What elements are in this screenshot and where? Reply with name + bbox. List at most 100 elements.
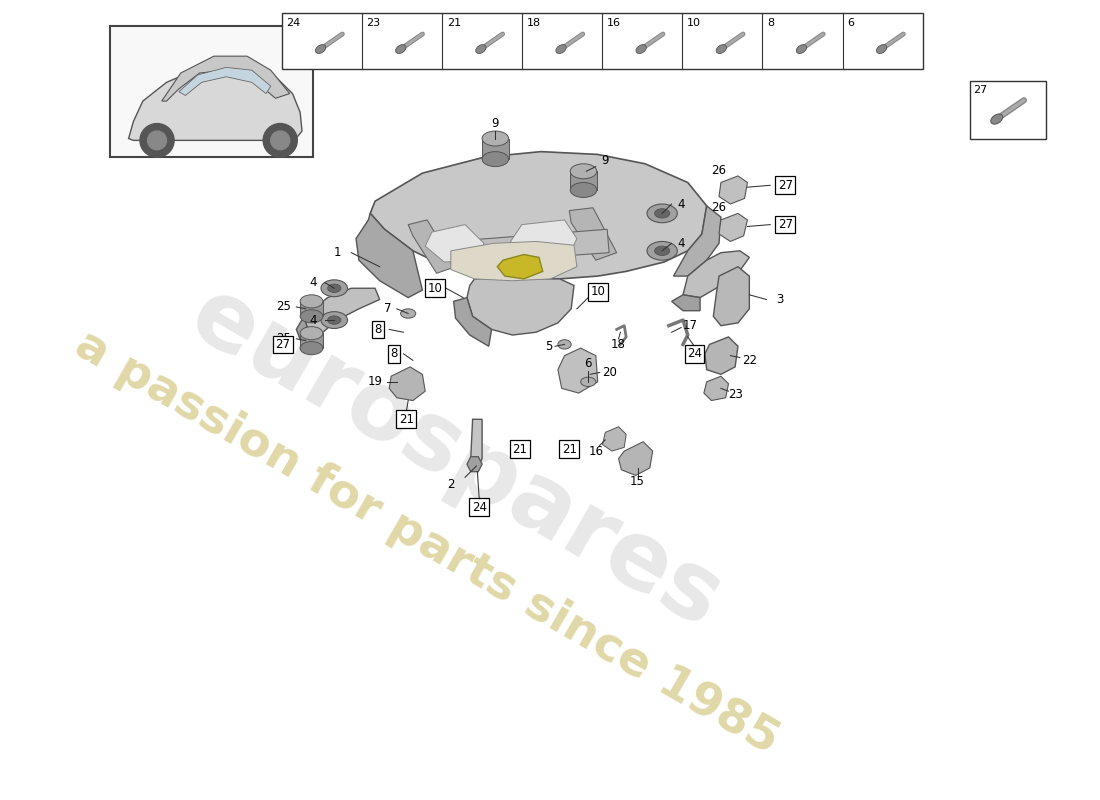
Polygon shape bbox=[704, 376, 728, 401]
Ellipse shape bbox=[400, 309, 416, 318]
Polygon shape bbox=[673, 206, 720, 276]
Ellipse shape bbox=[482, 131, 508, 146]
Text: 20: 20 bbox=[602, 366, 616, 379]
Text: 25: 25 bbox=[276, 332, 290, 346]
Ellipse shape bbox=[556, 45, 566, 54]
Text: 19: 19 bbox=[367, 375, 383, 388]
Polygon shape bbox=[296, 316, 316, 351]
Polygon shape bbox=[570, 208, 617, 260]
Ellipse shape bbox=[654, 209, 670, 218]
Text: 24: 24 bbox=[472, 501, 487, 514]
Bar bbox=[110, 26, 314, 158]
Polygon shape bbox=[426, 225, 484, 262]
Text: 23: 23 bbox=[366, 18, 381, 28]
Text: 10: 10 bbox=[427, 282, 442, 294]
Polygon shape bbox=[466, 279, 574, 335]
Polygon shape bbox=[719, 176, 748, 204]
Polygon shape bbox=[719, 214, 748, 242]
Polygon shape bbox=[356, 214, 422, 298]
Polygon shape bbox=[558, 348, 597, 393]
Text: 27: 27 bbox=[276, 338, 290, 351]
Text: 6: 6 bbox=[847, 18, 855, 28]
Text: 23: 23 bbox=[728, 389, 743, 402]
Text: 1: 1 bbox=[333, 246, 341, 259]
Text: 7: 7 bbox=[384, 302, 392, 315]
Ellipse shape bbox=[558, 340, 571, 349]
Ellipse shape bbox=[581, 377, 596, 386]
Text: 10: 10 bbox=[591, 286, 605, 298]
Text: 4: 4 bbox=[310, 276, 317, 289]
Text: 27: 27 bbox=[778, 179, 793, 192]
Polygon shape bbox=[451, 230, 609, 264]
Text: 4: 4 bbox=[678, 237, 685, 250]
Text: 26: 26 bbox=[712, 164, 726, 177]
Polygon shape bbox=[497, 254, 542, 279]
Circle shape bbox=[147, 131, 166, 150]
Text: a passion for parts since 1985: a passion for parts since 1985 bbox=[67, 322, 786, 763]
Ellipse shape bbox=[300, 342, 323, 354]
Text: 9: 9 bbox=[492, 117, 499, 130]
Polygon shape bbox=[408, 220, 455, 274]
Text: 5: 5 bbox=[740, 26, 769, 68]
Ellipse shape bbox=[316, 45, 326, 54]
Text: 4: 4 bbox=[678, 198, 685, 210]
Polygon shape bbox=[300, 302, 323, 316]
Polygon shape bbox=[603, 426, 626, 451]
Ellipse shape bbox=[570, 164, 597, 178]
Text: 10: 10 bbox=[688, 18, 701, 28]
Text: 15: 15 bbox=[630, 475, 645, 489]
Text: 5: 5 bbox=[544, 340, 552, 353]
Text: 24: 24 bbox=[286, 18, 300, 28]
Polygon shape bbox=[300, 333, 323, 348]
Text: 4: 4 bbox=[310, 314, 317, 326]
Text: 8: 8 bbox=[390, 347, 397, 360]
Text: 18: 18 bbox=[612, 338, 626, 351]
Text: 2: 2 bbox=[447, 478, 454, 491]
Text: eurospares: eurospares bbox=[174, 270, 737, 648]
Text: 25: 25 bbox=[276, 301, 290, 314]
Ellipse shape bbox=[647, 204, 678, 222]
Polygon shape bbox=[466, 457, 482, 472]
Polygon shape bbox=[705, 337, 738, 374]
Text: 8: 8 bbox=[374, 323, 382, 336]
Text: 24: 24 bbox=[686, 347, 702, 360]
Text: 21: 21 bbox=[447, 18, 461, 28]
Ellipse shape bbox=[396, 45, 406, 54]
Ellipse shape bbox=[636, 45, 647, 54]
Ellipse shape bbox=[321, 312, 348, 329]
Polygon shape bbox=[451, 242, 576, 281]
Text: 26: 26 bbox=[712, 202, 726, 214]
Polygon shape bbox=[713, 266, 749, 326]
Circle shape bbox=[140, 123, 174, 158]
Text: 21: 21 bbox=[562, 442, 576, 456]
Text: 16: 16 bbox=[588, 445, 603, 458]
Ellipse shape bbox=[570, 182, 597, 198]
Ellipse shape bbox=[647, 242, 678, 260]
Polygon shape bbox=[482, 138, 508, 159]
Ellipse shape bbox=[796, 45, 806, 54]
Text: 6: 6 bbox=[584, 357, 592, 370]
Polygon shape bbox=[129, 66, 303, 140]
Polygon shape bbox=[371, 152, 706, 279]
Ellipse shape bbox=[482, 152, 508, 166]
Polygon shape bbox=[453, 298, 492, 346]
Ellipse shape bbox=[877, 45, 887, 54]
Ellipse shape bbox=[321, 280, 348, 297]
Text: 18: 18 bbox=[527, 18, 541, 28]
Polygon shape bbox=[683, 251, 749, 298]
Polygon shape bbox=[672, 294, 700, 310]
Polygon shape bbox=[618, 442, 652, 475]
Text: /01/00: /01/00 bbox=[767, 30, 845, 50]
Polygon shape bbox=[510, 220, 576, 258]
Polygon shape bbox=[471, 419, 482, 466]
Ellipse shape bbox=[716, 45, 726, 54]
Polygon shape bbox=[179, 67, 271, 95]
Text: 9: 9 bbox=[602, 154, 609, 167]
Circle shape bbox=[271, 131, 289, 150]
Text: 21: 21 bbox=[513, 442, 528, 456]
Ellipse shape bbox=[300, 294, 323, 308]
Ellipse shape bbox=[328, 284, 341, 293]
Ellipse shape bbox=[654, 246, 670, 255]
Text: 8: 8 bbox=[767, 18, 774, 28]
Text: 16: 16 bbox=[607, 18, 621, 28]
